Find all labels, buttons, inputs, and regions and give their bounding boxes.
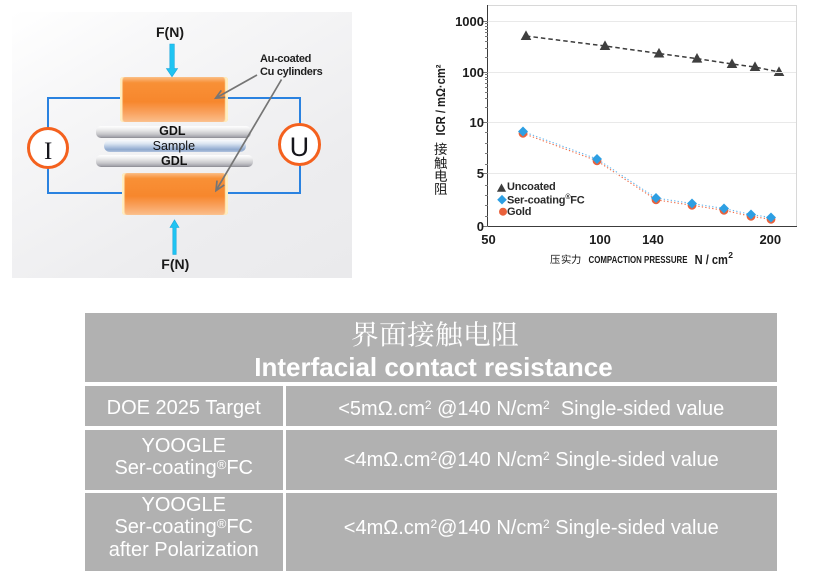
svg-text:N / cm: N / cm: [695, 252, 728, 267]
svg-text:ICR / mΩ·cm²: ICR / mΩ·cm²: [434, 64, 448, 135]
svg-text:2: 2: [728, 250, 733, 260]
svg-text:COMPACTION PRESSURE: COMPACTION PRESSURE: [589, 255, 688, 266]
